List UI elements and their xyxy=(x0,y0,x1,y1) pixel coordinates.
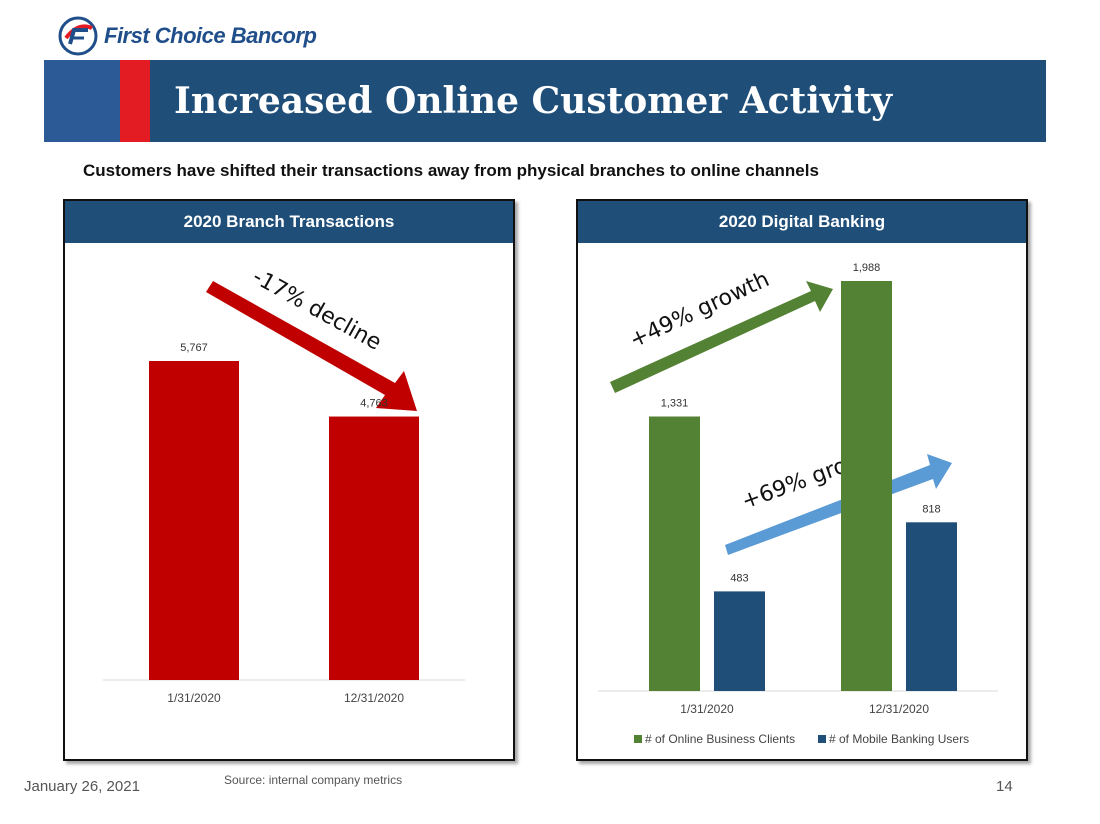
data-label: 1,988 xyxy=(853,262,881,274)
title-bar: Increased Online Customer Activity xyxy=(44,60,1046,142)
data-label: 483 xyxy=(730,572,748,584)
legend-label-online: # of Online Business Clients xyxy=(645,732,795,746)
slide-subtitle: Customers have shifted their transaction… xyxy=(83,161,819,180)
branch-transactions-chart: -17% decline 5,7671/31/20204,76312/31/20… xyxy=(103,264,465,705)
x-tick-label: 12/31/2020 xyxy=(344,691,404,705)
digital-banking-panel: 2020 Digital Banking +49% growth +69% gr… xyxy=(576,199,1028,761)
bar--of-online-business-clients-0 xyxy=(649,416,700,691)
bar--of-mobile-banking-users-1 xyxy=(906,522,957,691)
bar--of-online-business-clients-1 xyxy=(841,281,892,691)
company-logo: First Choice Bancorp xyxy=(58,16,317,56)
bar-series-0 xyxy=(149,361,239,680)
company-name: First Choice Bancorp xyxy=(104,23,317,48)
x-tick-label: 1/31/2020 xyxy=(167,691,221,705)
slide-title: Increased Online Customer Activity xyxy=(174,80,893,122)
title-accent-red xyxy=(120,60,150,142)
mobile-growth-arrow xyxy=(725,454,952,555)
online-growth-annotation: +49% growth xyxy=(626,267,773,353)
legend-swatch-online xyxy=(634,735,642,743)
fcb-logo-icon xyxy=(58,16,98,56)
digital-chart-title: 2020 Digital Banking xyxy=(578,201,1026,243)
bar-series-1 xyxy=(329,416,419,680)
x-tick-label: 12/31/2020 xyxy=(869,702,929,716)
footer-date: January 26, 2021 xyxy=(24,778,140,795)
page-number: 14 xyxy=(996,778,1013,795)
data-label: 4,763 xyxy=(360,398,388,410)
digital-banking-chart: +49% growth +69% growth # of Online Busi… xyxy=(598,262,998,746)
legend-swatch-mobile xyxy=(818,735,826,743)
data-label: 818 xyxy=(922,503,940,515)
online-growth-arrow xyxy=(610,281,833,393)
decline-arrow xyxy=(206,281,417,411)
bar--of-mobile-banking-users-0 xyxy=(714,591,765,691)
branch-chart-title: 2020 Branch Transactions xyxy=(65,201,513,243)
data-label: 5,767 xyxy=(180,342,208,354)
title-accent-blue xyxy=(44,60,120,142)
data-label: 1,331 xyxy=(661,397,689,409)
legend-label-mobile: # of Mobile Banking Users xyxy=(829,732,969,746)
branch-transactions-panel: 2020 Branch Transactions -17% decline 5,… xyxy=(63,199,515,761)
x-tick-label: 1/31/2020 xyxy=(680,702,734,716)
footer-source: Source: internal company metrics xyxy=(224,773,403,787)
